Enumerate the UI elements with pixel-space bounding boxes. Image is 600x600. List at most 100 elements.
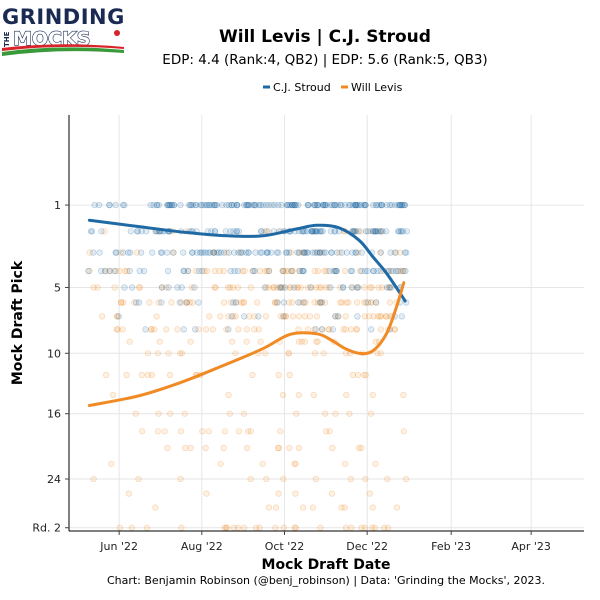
mock-pick-point (279, 391, 287, 399)
mock-pick-point (155, 410, 162, 417)
mock-pick-point (295, 338, 303, 345)
mock-pick-point (211, 267, 218, 275)
mock-pick-point (355, 249, 362, 256)
mock-pick-point (347, 475, 354, 483)
mock-pick-point (134, 249, 141, 256)
mock-pick-point (86, 249, 93, 256)
mock-pick-point (286, 249, 293, 256)
logo-red-swoosh (2, 44, 124, 51)
x-tick-label: Aug '22 (181, 540, 223, 553)
mock-pick-point (198, 249, 205, 256)
mock-pick-point (319, 249, 326, 256)
mock-pick-point (183, 299, 190, 306)
mock-pick-point (370, 228, 377, 235)
mock-pick-point (289, 202, 296, 209)
mock-pick-point (351, 228, 358, 235)
mock-pick-point (275, 371, 282, 379)
mock-pick-point (217, 249, 225, 256)
mock-pick-point (266, 267, 273, 275)
legend: C.J. Stroud Will Levis (263, 81, 403, 94)
tick-labels: Jun '22 Aug '22 Oct '22 Dec '22 Feb '23 Apr '… (32, 199, 551, 553)
mock-pick-point (199, 428, 206, 435)
mock-pick-point (397, 202, 404, 209)
mock-pick-point (322, 410, 329, 417)
mock-pick-point (168, 202, 175, 209)
mock-pick-point (343, 391, 350, 399)
mock-pick-point (317, 228, 324, 235)
mock-pick-point (136, 284, 143, 291)
mock-pick-point (252, 202, 259, 209)
mock-pick-point (348, 524, 355, 531)
mock-pick-point (316, 249, 323, 256)
mock-pick-point (323, 267, 330, 275)
mock-pick-point (131, 299, 138, 306)
mock-pick-point (327, 284, 334, 291)
mock-pick-point (233, 228, 240, 235)
mock-pick-point (270, 284, 277, 291)
mock-pick-point (287, 202, 294, 209)
y-tick-label: 1 (54, 199, 61, 212)
mock-pick-point (349, 284, 356, 291)
mock-pick-point (279, 284, 286, 291)
mock-pick-point (320, 202, 327, 209)
mock-pick-point (327, 202, 334, 209)
mock-pick-point (111, 267, 118, 275)
mock-pick-point (315, 267, 322, 275)
mock-pick-point (325, 284, 332, 291)
mock-pick-point (234, 202, 241, 209)
mock-pick-point (288, 202, 296, 209)
mock-pick-point (275, 490, 282, 497)
mock-pick-point (263, 267, 270, 275)
mock-pick-point (126, 338, 133, 345)
mock-pick-point (112, 249, 119, 256)
mock-pick-point (308, 228, 315, 235)
mock-pick-point (197, 202, 204, 209)
mock-pick-point (174, 284, 181, 291)
trend-line-c-j-stroud (87, 218, 407, 303)
mock-pick-point (383, 228, 390, 235)
mock-pick-point (256, 202, 263, 209)
mock-pick-point (360, 202, 368, 209)
mock-pick-point (332, 202, 339, 209)
mock-pick-point (164, 267, 172, 275)
mock-pick-point (393, 504, 401, 511)
mock-pick-point (272, 299, 279, 306)
mock-pick-point (227, 299, 234, 306)
mock-pick-point (368, 299, 375, 306)
mock-pick-point (277, 284, 285, 291)
mock-pick-point (171, 202, 178, 209)
mock-pick-point (323, 202, 330, 209)
mock-pick-point (158, 249, 165, 256)
mock-pick-point (337, 299, 344, 306)
mock-pick-point (370, 267, 377, 275)
mock-pick-point (299, 267, 306, 275)
mock-pick-point (286, 371, 293, 379)
mock-pick-point (307, 284, 314, 291)
mock-pick-point (391, 249, 398, 256)
mock-pick-point (330, 267, 337, 275)
mock-pick-point (238, 299, 245, 306)
mock-pick-point (295, 249, 303, 256)
mock-pick-point (202, 202, 209, 209)
mock-pick-point (139, 428, 146, 435)
mock-pick-point (230, 299, 237, 306)
mock-pick-point (349, 249, 356, 256)
mock-pick-point (372, 338, 379, 345)
mock-pick-point (313, 313, 321, 320)
mock-pick-point (304, 249, 312, 256)
mock-pick-point (112, 267, 119, 275)
mock-pick-point (177, 428, 185, 435)
mock-pick-point (241, 524, 248, 531)
mock-pick-point (287, 249, 295, 256)
mock-pick-point (163, 284, 170, 291)
mock-pick-point (157, 249, 165, 256)
mock-pick-point (265, 284, 272, 291)
mock-pick-point (189, 202, 196, 209)
mock-pick-point (233, 299, 240, 306)
mock-pick-point (310, 391, 317, 399)
mock-pick-point (354, 299, 361, 306)
mock-pick-point (221, 524, 228, 531)
mock-pick-point (232, 299, 239, 306)
mock-pick-point (263, 202, 270, 209)
mock-pick-point (244, 428, 252, 435)
